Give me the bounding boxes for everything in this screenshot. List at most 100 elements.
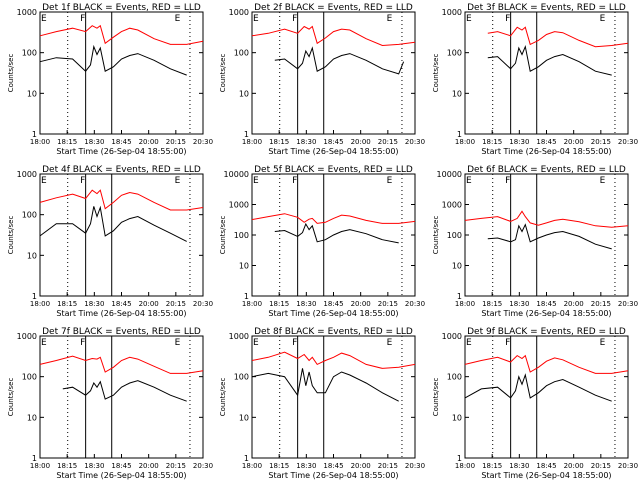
x-tick-label: 20:30 bbox=[618, 138, 638, 146]
x-tick-label: 18:30 bbox=[84, 138, 104, 146]
x-tick-label: 18:00 bbox=[30, 138, 50, 146]
x-axis-label: Start Time (26-Sep-04 18:55:00) bbox=[56, 309, 186, 318]
chart-title: Det 2f BLACK = Events, RED = LLD bbox=[254, 3, 413, 13]
x-tick-label: 20:15 bbox=[591, 138, 611, 146]
y-tick-label: 10 bbox=[452, 262, 462, 271]
plot-frame bbox=[251, 11, 416, 135]
interval-marker: E bbox=[466, 176, 472, 186]
series-line-lld bbox=[251, 25, 416, 47]
series-line-events bbox=[487, 45, 612, 76]
chart-panel: Det 5f BLACK = Events, RED = LLD Counts/s… bbox=[219, 165, 425, 318]
y-tick-label: 1000 bbox=[442, 8, 462, 17]
y-tick-label: 1000 bbox=[17, 332, 37, 341]
x-tick-label: 18:00 bbox=[30, 462, 50, 470]
x-tick-label: 18:00 bbox=[455, 138, 475, 146]
series-line-lld bbox=[464, 354, 629, 374]
y-tick-label: 10 bbox=[239, 89, 249, 98]
chart-title: Det 6f BLACK = Events, RED = LLD bbox=[467, 165, 626, 175]
x-tick-label: 18:15 bbox=[269, 300, 289, 308]
interval-marker: E bbox=[41, 176, 47, 186]
x-tick-label: 18:00 bbox=[30, 300, 50, 308]
series-line-events bbox=[39, 205, 187, 242]
y-tick-label: 1000 bbox=[229, 8, 249, 17]
x-tick-label: 18:45 bbox=[111, 462, 131, 470]
y-axis-label: Counts/sec bbox=[219, 54, 227, 93]
interval-marker: E bbox=[41, 14, 47, 24]
x-tick-label: 18:45 bbox=[111, 300, 131, 308]
x-tick-label: 18:30 bbox=[84, 462, 104, 470]
x-tick-label: 20:00 bbox=[351, 138, 371, 146]
y-tick-label: 1 bbox=[244, 454, 249, 463]
interval-marker: E bbox=[41, 338, 47, 348]
interval-marker: E bbox=[175, 338, 181, 348]
chart-panel: Det 1f BLACK = Events, RED = LLD Counts/s… bbox=[7, 3, 213, 156]
interval-marker: E bbox=[387, 14, 393, 24]
x-tick-label: 18:45 bbox=[323, 300, 343, 308]
x-tick-label: 18:00 bbox=[455, 462, 475, 470]
y-tick-label: 100 bbox=[234, 49, 249, 58]
chart-panel: Det 8f BLACK = Events, RED = LLD Counts/s… bbox=[219, 327, 425, 480]
x-tick-label: 20:00 bbox=[139, 300, 159, 308]
y-tick-label: 1000 bbox=[17, 170, 37, 179]
chart-panel: Det 3f BLACK = Events, RED = LLD Counts/s… bbox=[432, 3, 638, 156]
series-line-lld bbox=[251, 213, 416, 224]
x-tick-label: 20:00 bbox=[564, 300, 584, 308]
y-tick-label: 100 bbox=[447, 49, 462, 58]
series-line-events bbox=[464, 373, 612, 402]
y-tick-label: 10 bbox=[239, 262, 249, 271]
chart-panel: Det 6f BLACK = Events, RED = LLD Counts/s… bbox=[432, 165, 638, 318]
x-axis-label: Start Time (26-Sep-04 18:55:00) bbox=[268, 309, 398, 318]
interval-marker: E bbox=[600, 176, 606, 186]
x-tick-label: 20:00 bbox=[351, 300, 371, 308]
x-axis-label: Start Time (26-Sep-04 18:55:00) bbox=[56, 147, 186, 156]
y-tick-label: 1 bbox=[457, 454, 462, 463]
interval-marker: E bbox=[387, 338, 393, 348]
y-tick-label: 10 bbox=[239, 413, 249, 422]
x-tick-label: 20:15 bbox=[378, 300, 398, 308]
series-line-lld bbox=[251, 351, 416, 369]
y-axis-label: Counts/sec bbox=[432, 378, 440, 417]
series-line-lld bbox=[39, 24, 204, 45]
y-tick-label: 10 bbox=[27, 251, 37, 260]
x-tick-label: 18:30 bbox=[509, 138, 529, 146]
interval-marker: E bbox=[253, 176, 259, 186]
x-tick-label: 18:45 bbox=[323, 138, 343, 146]
y-axis-label: Counts/sec bbox=[219, 216, 227, 255]
y-tick-label: 10 bbox=[452, 413, 462, 422]
x-tick-label: 18:15 bbox=[482, 462, 502, 470]
y-tick-label: 10000 bbox=[437, 170, 462, 179]
chart-title: Det 9f BLACK = Events, RED = LLD bbox=[467, 327, 626, 337]
y-axis-label: Counts/sec bbox=[7, 378, 15, 417]
y-tick-label: 10 bbox=[27, 413, 37, 422]
x-tick-label: 20:15 bbox=[166, 462, 186, 470]
x-tick-label: 20:30 bbox=[405, 138, 425, 146]
interval-marker: F bbox=[292, 14, 297, 24]
series-line-events bbox=[487, 223, 612, 250]
x-tick-label: 20:30 bbox=[193, 462, 213, 470]
x-tick-label: 18:15 bbox=[269, 138, 289, 146]
x-tick-label: 20:00 bbox=[139, 138, 159, 146]
series-line-lld bbox=[487, 26, 629, 48]
x-tick-label: 18:30 bbox=[296, 300, 316, 308]
x-tick-label: 20:15 bbox=[378, 462, 398, 470]
x-tick-label: 18:45 bbox=[111, 138, 131, 146]
y-tick-label: 1000 bbox=[229, 332, 249, 341]
x-axis-label: Start Time (26-Sep-04 18:55:00) bbox=[481, 471, 611, 480]
series-line-lld bbox=[39, 189, 204, 211]
x-tick-label: 18:15 bbox=[57, 138, 77, 146]
x-tick-label: 20:30 bbox=[193, 300, 213, 308]
series-line-events bbox=[251, 368, 399, 402]
x-tick-label: 20:15 bbox=[166, 138, 186, 146]
chart-title: Det 1f BLACK = Events, RED = LLD bbox=[42, 3, 201, 13]
y-axis-label: Counts/sec bbox=[432, 54, 440, 93]
x-tick-label: 18:15 bbox=[269, 462, 289, 470]
y-tick-label: 100 bbox=[447, 231, 462, 240]
y-tick-label: 10 bbox=[452, 89, 462, 98]
y-tick-label: 10000 bbox=[224, 170, 249, 179]
y-tick-label: 1 bbox=[457, 292, 462, 301]
y-tick-label: 100 bbox=[234, 373, 249, 382]
x-tick-label: 18:45 bbox=[536, 300, 556, 308]
x-tick-label: 20:15 bbox=[591, 462, 611, 470]
interval-marker: F bbox=[80, 338, 85, 348]
x-tick-label: 20:15 bbox=[378, 138, 398, 146]
